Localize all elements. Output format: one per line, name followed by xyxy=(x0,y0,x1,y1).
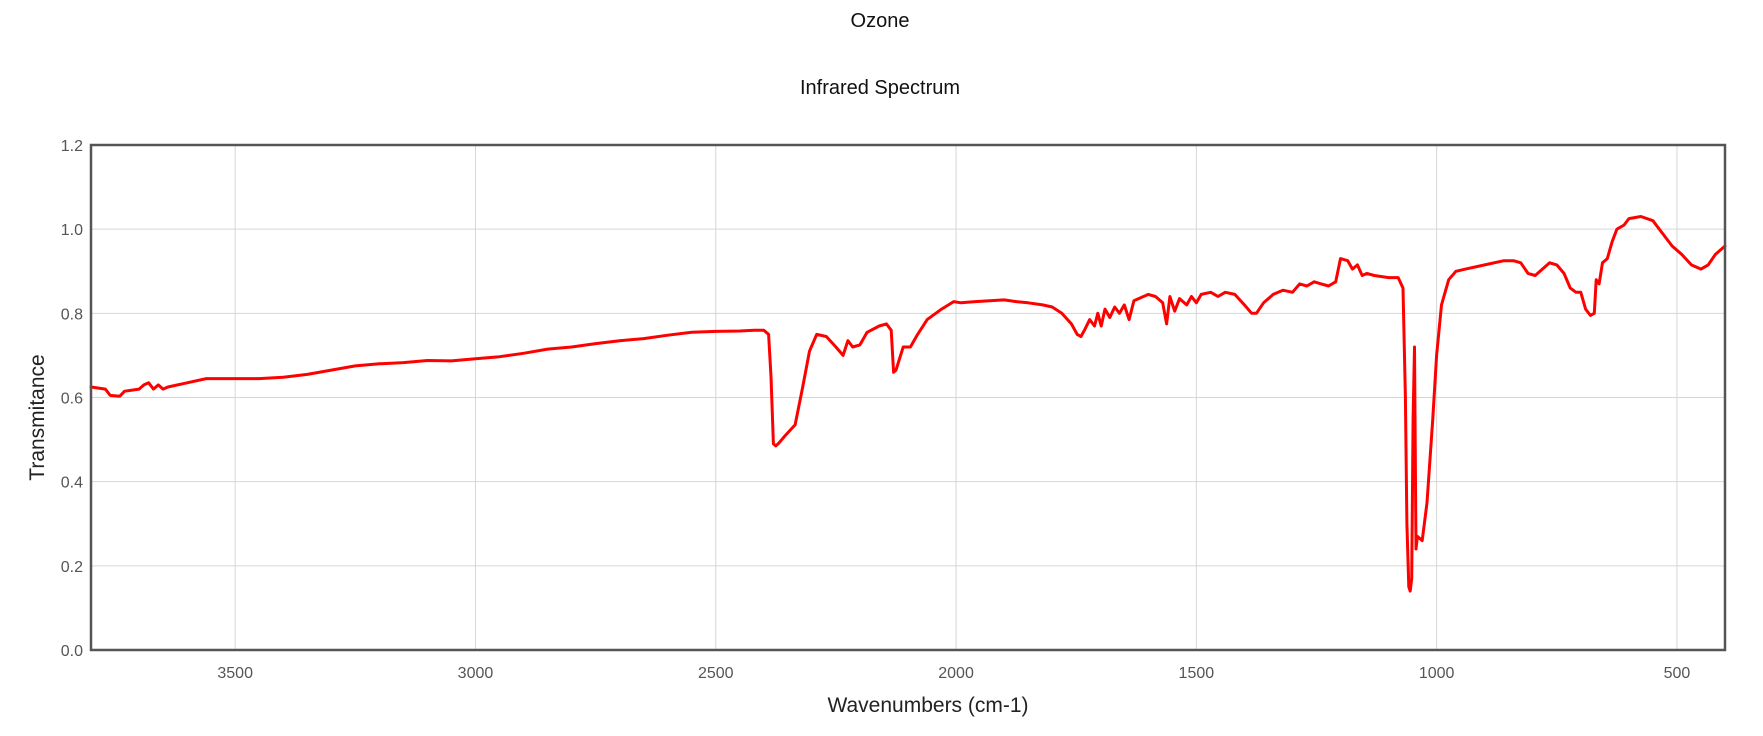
y-tick-label: 1.2 xyxy=(61,138,83,155)
x-tick-label: 500 xyxy=(1664,665,1691,682)
x-tick-label: 1000 xyxy=(1419,665,1455,682)
y-tick-label: 1.0 xyxy=(61,222,83,239)
x-tick-label: 3500 xyxy=(217,665,253,682)
x-axis-label: Wavenumbers (cm-1) xyxy=(827,694,1028,717)
y-tick-label: 0.2 xyxy=(61,559,83,576)
y-tick-label: 0.8 xyxy=(61,306,83,323)
y-tick-labels: 0.0 0.2 0.4 0.6 0.8 1.0 1.2 xyxy=(61,138,83,660)
x-tick-label: 3000 xyxy=(458,665,494,682)
grid-lines xyxy=(91,144,1725,651)
chart-subtitle: Infrared Spectrum xyxy=(800,77,960,99)
chart-title: Ozone xyxy=(851,10,910,32)
y-tick-label: 0.6 xyxy=(61,391,83,408)
x-tick-labels: 3500 3000 2500 2000 1500 1000 500 xyxy=(217,665,1690,682)
spectrum-line xyxy=(89,215,1727,593)
x-tick-label: 2000 xyxy=(938,665,974,682)
y-tick-label: 0.4 xyxy=(61,475,83,492)
x-tick-label: 1500 xyxy=(1179,665,1215,682)
y-tick-label: 0.0 xyxy=(61,643,83,660)
x-tick-label: 2500 xyxy=(698,665,734,682)
y-axis-label: Transmitance xyxy=(26,354,49,480)
plot-frame xyxy=(89,143,1727,652)
